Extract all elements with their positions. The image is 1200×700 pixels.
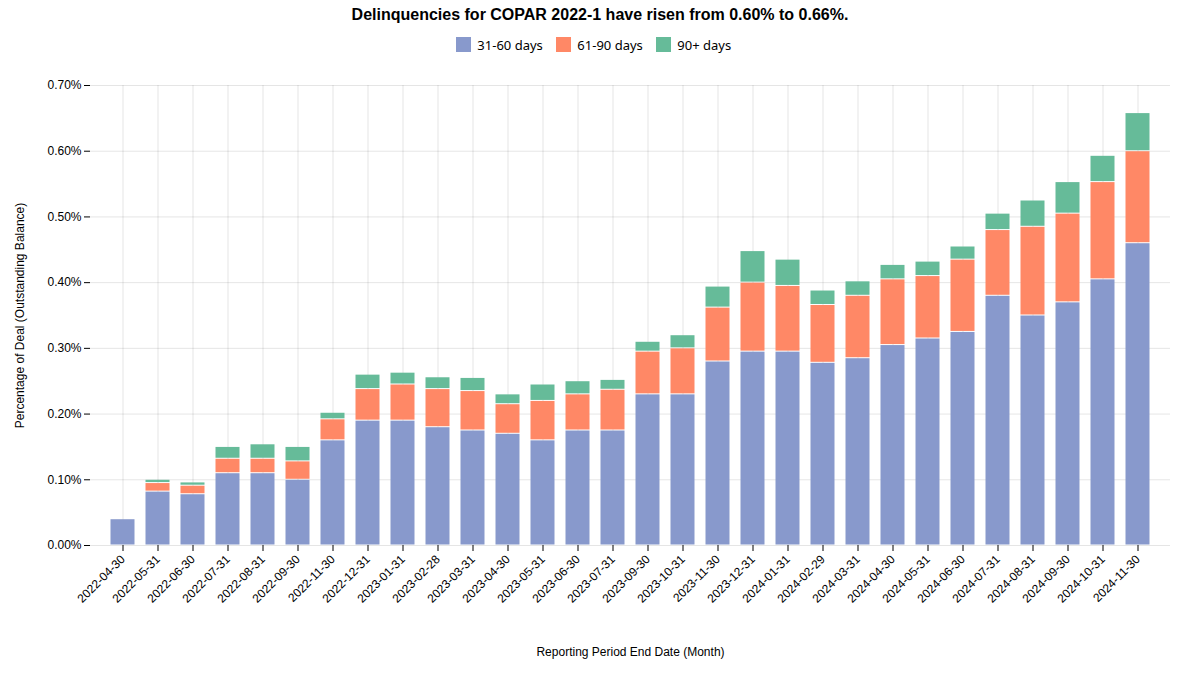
svg-text:2023-06-30: 2023-06-30 <box>529 552 583 606</box>
svg-text:2023-11-30: 2023-11-30 <box>670 552 723 605</box>
svg-text:0.10%: 0.10% <box>47 473 81 487</box>
svg-text:0.60%: 0.60% <box>47 144 81 158</box>
svg-text:Reporting Period End Date (Mon: Reporting Period End Date (Month) <box>536 645 724 659</box>
svg-text:2024-08-31: 2024-08-31 <box>984 552 1038 606</box>
svg-text:2024-07-31: 2024-07-31 <box>949 552 1003 606</box>
svg-text:2024-01-31: 2024-01-31 <box>739 552 793 606</box>
svg-text:2023-10-31: 2023-10-31 <box>634 552 688 606</box>
svg-text:2022-12-31: 2022-12-31 <box>319 552 373 606</box>
svg-text:2022-06-30: 2022-06-30 <box>144 552 198 606</box>
svg-text:2022-04-30: 2022-04-30 <box>74 552 128 606</box>
svg-text:2024-03-31: 2024-03-31 <box>809 552 863 606</box>
svg-text:0.00%: 0.00% <box>47 538 81 552</box>
svg-text:2022-08-31: 2022-08-31 <box>214 552 268 606</box>
svg-text:0.40%: 0.40% <box>47 275 81 289</box>
svg-text:2023-03-31: 2023-03-31 <box>424 552 478 606</box>
html-text:31-60 days: 31-60 days <box>477 35 543 54</box>
svg-text:0.70%: 0.70% <box>47 78 81 92</box>
html-text:90+ days: 90+ days <box>677 35 732 54</box>
svg-text:Percentage of Deal (Outstandin: Percentage of Deal (Outstanding Balance) <box>13 203 27 428</box>
svg-text:2024-04-30: 2024-04-30 <box>844 552 898 606</box>
svg-text:2022-11-30: 2022-11-30 <box>285 552 338 605</box>
svg-text:0.50%: 0.50% <box>47 210 81 224</box>
svg-text:2023-07-31: 2023-07-31 <box>564 552 618 606</box>
svg-text:2024-11-30: 2024-11-30 <box>1090 552 1143 605</box>
svg-text:2023-12-31: 2023-12-31 <box>704 552 758 606</box>
svg-text:2024-05-31: 2024-05-31 <box>879 552 933 606</box>
html-text:Delinquencies for COPAR 2022-1: Delinquencies for COPAR 2022-1 have rise… <box>351 6 849 23</box>
svg-text:2023-09-30: 2023-09-30 <box>599 552 653 606</box>
svg-text:2023-04-30: 2023-04-30 <box>459 552 513 606</box>
svg-text:2024-09-30: 2024-09-30 <box>1019 552 1073 606</box>
svg-text:2023-02-28: 2023-02-28 <box>389 552 443 606</box>
svg-text:2024-10-31: 2024-10-31 <box>1054 552 1108 606</box>
svg-text:0.30%: 0.30% <box>47 341 81 355</box>
svg-text:2023-05-31: 2023-05-31 <box>494 552 548 606</box>
html-text:61-90 days: 61-90 days <box>577 35 643 54</box>
svg-text:2022-07-31: 2022-07-31 <box>179 552 233 606</box>
svg-text:0.20%: 0.20% <box>47 407 81 421</box>
svg-text:2023-01-31: 2023-01-31 <box>354 552 408 606</box>
svg-text:2022-09-30: 2022-09-30 <box>249 552 303 606</box>
svg-text:2022-05-31: 2022-05-31 <box>109 552 163 606</box>
svg-text:2024-06-30: 2024-06-30 <box>914 552 968 606</box>
svg-text:2024-02-29: 2024-02-29 <box>774 552 828 606</box>
